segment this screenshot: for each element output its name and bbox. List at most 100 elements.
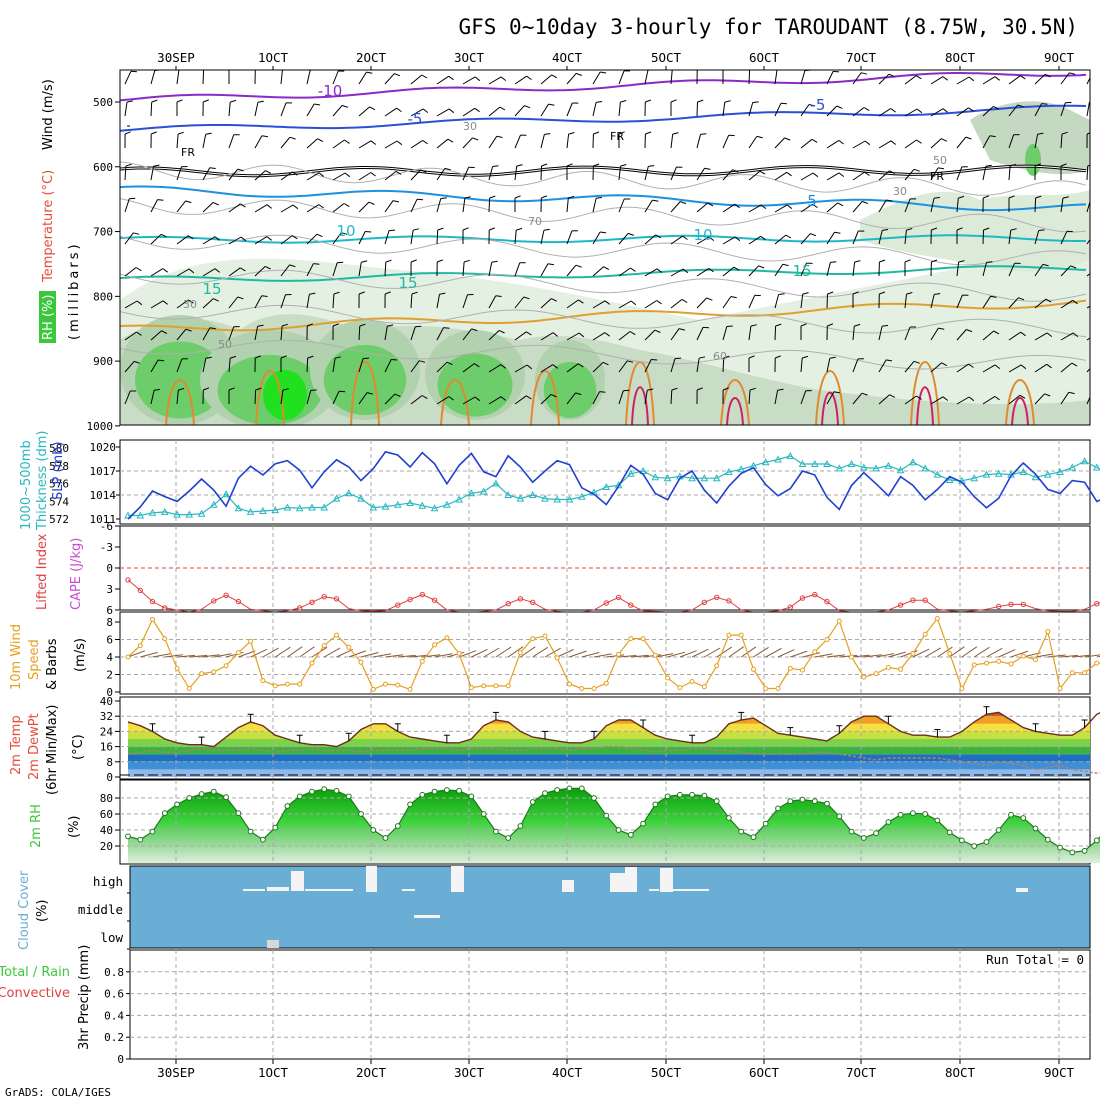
rh-point [309,788,315,795]
wind10m-barb [949,646,965,658]
wind-barb-flag [864,171,870,176]
temp2m-panel: 0 8 16 24 32 40 2m Temp 2m DewPt (6hr Min/Max… [9,695,1100,795]
rh-point [529,799,536,805]
wind-barb-flag [188,299,194,304]
wind-barb [644,199,653,213]
wind10m-barb [667,651,686,658]
rh-point [517,823,524,829]
wind-barb-flag [802,355,809,359]
contour-minus10 [120,72,1087,102]
wind-barb-flag [678,328,686,331]
wind-barb-flag [916,395,922,400]
wind10m-barb [250,648,268,658]
slp-tick-label: 1014 [90,489,117,502]
wind-barb [722,203,735,213]
wind-barb [462,396,476,405]
thickness-point [761,458,770,466]
wind-speed-point [652,652,658,658]
wind10m-barb [520,646,536,658]
wind-barb [150,101,153,117]
lifted-index-point [726,598,732,604]
wind-barb-flag [993,330,1000,335]
rh-point [210,788,217,795]
wind-barb [904,360,915,373]
wind-barb-flag [334,356,342,359]
cloud-bars [127,125,1028,950]
wind-speed-point [468,685,474,691]
wind-barb [774,204,788,213]
wind10m-barb [765,647,782,658]
wind-barb [306,357,309,373]
wind-barb-flag [1046,363,1052,369]
wind-barb-flag [498,329,505,334]
cloud-level-middle: middle [78,902,123,917]
wind-barb-flag [707,202,714,207]
thickness-point [553,495,562,503]
wind-barb-flag [178,387,185,391]
wind-barb-flag [670,99,677,103]
wind10m-barb [532,646,549,658]
wind-barb-flag [958,195,965,199]
wind-barb [826,71,834,85]
wind-speed-point [432,642,438,648]
wind10m-barb [483,647,500,658]
wind-axis: 0 2 4 6 8 [106,616,120,699]
wind-barb-flag [422,108,429,113]
wind-barb [1008,297,1019,309]
thickness-point [626,469,635,477]
wind-barb-flag [603,266,610,270]
wind-barb [644,268,658,277]
wind-barb-flag [881,324,889,327]
wind-barb-flag [526,364,533,370]
wind-barb [462,328,472,341]
wind-barb [540,230,545,245]
wind-speed-point [959,686,965,691]
rh-blob-upper [1025,144,1041,176]
wind-barb [228,267,241,277]
wind-barb-flag [698,356,706,359]
wind-speed-point [248,638,254,644]
wind-barb-flag [775,355,781,359]
wind-barb [696,267,710,277]
wind-barb [618,102,621,117]
top-date-label: 30SEP [157,50,195,65]
contour-surface-lobe [720,379,750,425]
wind10m-barb [140,651,158,658]
thickness-point [663,474,672,482]
wind-barb-flag [596,196,603,199]
wind-barb [202,268,216,277]
wind-barb [462,76,476,85]
wind-barb-flag [852,291,859,295]
rh-point [468,793,475,800]
wind-barb [436,138,449,149]
bottom-date-label: 6OCT [749,1065,780,1080]
rh-point [235,810,242,817]
wind-barb-flag [161,330,168,334]
wind-barb [254,236,268,245]
wind-barb-flag [499,106,506,111]
thickness-point [418,501,427,509]
wind-barb-flag [723,355,730,359]
wind-barb-flag [289,136,296,140]
wind-barb [228,168,239,181]
wind-barb [930,76,944,85]
rh-point [394,823,401,829]
wind-barb [124,232,134,245]
wind-barb-flag [838,139,844,145]
wind-barb-flag [578,332,585,338]
thickness-point [823,459,831,467]
wind-barb-flag [500,76,507,81]
wind-speed-point [812,649,818,655]
wind-barb-flag [785,234,792,239]
lifted-index-point [321,594,327,600]
thickness-label-2: 1000~500mb [19,440,34,530]
thickness-tick-label: 578 [49,460,69,473]
wind-barb-flag [913,168,920,172]
wind-barb [982,295,992,309]
wind-barb [644,300,658,309]
wind-barb-flag [448,108,455,114]
wind-barb-flag [682,235,688,240]
wind-barb-flag [420,169,427,173]
wind-barb [384,326,388,341]
thickness-point [602,482,611,490]
